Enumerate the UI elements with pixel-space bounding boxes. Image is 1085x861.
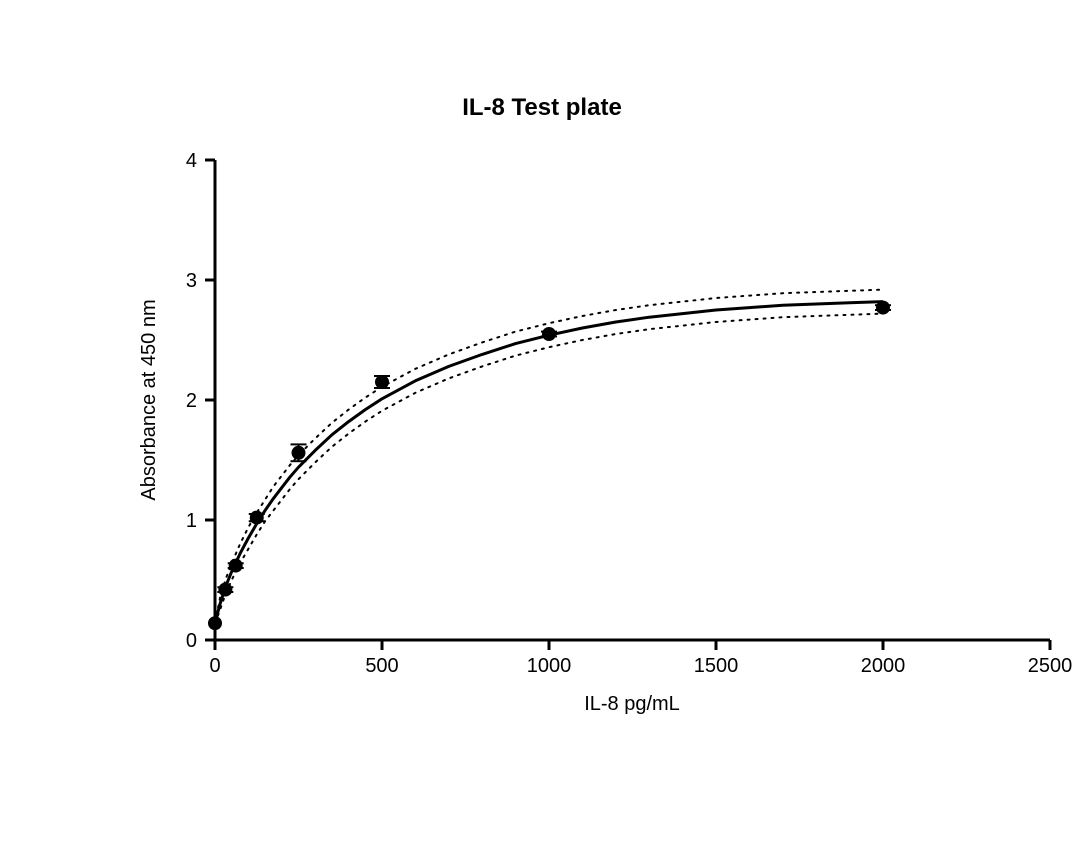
y-tick-label: 4: [186, 150, 197, 172]
axes: [205, 160, 1050, 650]
data-marker: [292, 446, 306, 460]
data-marker: [375, 375, 389, 389]
x-tick-label: 500: [365, 655, 398, 677]
confidence-lower: [215, 314, 883, 624]
data-marker: [229, 559, 243, 573]
y-axis-label: Absorbance at 450 nm: [138, 299, 160, 500]
data-marker: [250, 511, 264, 525]
x-tick-label: 2500: [1028, 655, 1073, 677]
x-tick-label: 2000: [861, 655, 906, 677]
chart-title: IL-8 Test plate: [462, 94, 622, 121]
x-axis-label: IL-8 pg/mL: [584, 693, 680, 715]
data-markers: [208, 301, 890, 631]
x-tick-labels: 0 500 1000 1500 2000 2500: [209, 655, 1072, 677]
data-marker: [542, 327, 556, 341]
x-tick-label: 1500: [694, 655, 739, 677]
y-tick-label: 3: [186, 270, 197, 292]
y-tick-labels: 0 1 2 3 4: [186, 150, 197, 652]
data-marker: [208, 616, 222, 630]
data-marker: [876, 301, 890, 315]
x-tick-label: 1000: [527, 655, 572, 677]
chart-svg: IL-8 Test plate Absorbance at 450 nm IL-…: [0, 0, 1085, 861]
data-marker: [218, 583, 232, 597]
y-tick-label: 1: [186, 510, 197, 532]
y-tick-label: 2: [186, 390, 197, 412]
y-tick-label: 0: [186, 630, 197, 652]
chart-container: IL-8 Test plate Absorbance at 450 nm IL-…: [0, 0, 1085, 861]
x-tick-label: 0: [209, 655, 220, 677]
